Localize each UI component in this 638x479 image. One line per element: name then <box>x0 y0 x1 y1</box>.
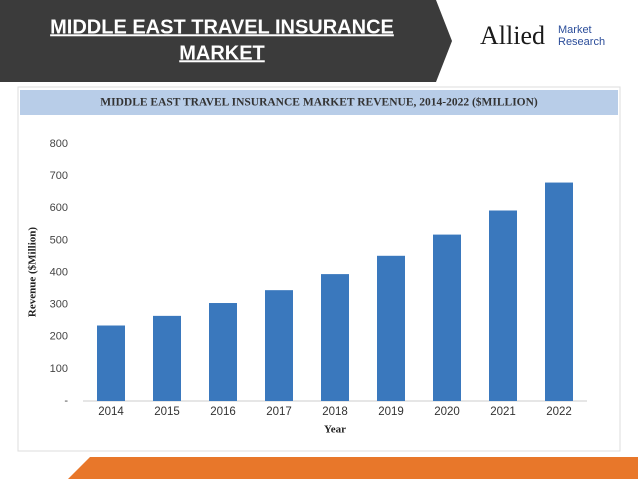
y-axis-label: Revenue ($Million) <box>27 227 39 317</box>
y-tick-label: 800 <box>50 138 68 150</box>
x-tick-label: 2014 <box>98 406 124 418</box>
bar <box>265 290 293 401</box>
x-tick-label: 2021 <box>490 406 516 418</box>
y-tick-label: - <box>64 395 68 407</box>
chart-title-bar <box>20 90 618 115</box>
y-tick-label: 400 <box>50 266 68 278</box>
logo-line: Market <box>558 24 592 36</box>
x-tick-label: 2022 <box>546 406 572 418</box>
header-title: MIDDLE EAST TRAVEL INSURANCE <box>50 16 394 38</box>
logo-name: Allied <box>480 21 545 50</box>
y-tick-label: 200 <box>50 331 68 343</box>
x-tick-label: 2020 <box>434 406 460 418</box>
x-tick-label: 2017 <box>266 406 292 418</box>
logo-line: Research <box>558 36 605 48</box>
y-tick-label: 500 <box>50 234 68 246</box>
y-tick-label: 300 <box>50 299 68 311</box>
chart-title: MIDDLE EAST TRAVEL INSURANCE MARKET REVE… <box>100 96 538 109</box>
bar <box>377 255 405 401</box>
bar <box>209 303 237 401</box>
bar <box>97 325 125 401</box>
footer-bar <box>68 457 638 479</box>
header-banner <box>0 0 452 82</box>
bar <box>321 274 349 401</box>
x-tick-label: 2016 <box>210 406 236 418</box>
bar <box>153 315 181 401</box>
x-tick-label: 2015 <box>154 406 180 418</box>
y-tick-label: 100 <box>50 363 68 375</box>
logo: Allied Market Research <box>480 21 605 50</box>
bar <box>489 210 517 401</box>
y-tick-label: 600 <box>50 202 68 214</box>
bar <box>433 234 461 401</box>
bar <box>545 182 573 401</box>
x-tick-label: 2019 <box>378 406 404 418</box>
header-title: MARKET <box>179 42 265 64</box>
x-tick-label: 2018 <box>322 406 348 418</box>
y-tick-label: 700 <box>50 170 68 182</box>
x-axis-label: Year <box>324 424 346 436</box>
